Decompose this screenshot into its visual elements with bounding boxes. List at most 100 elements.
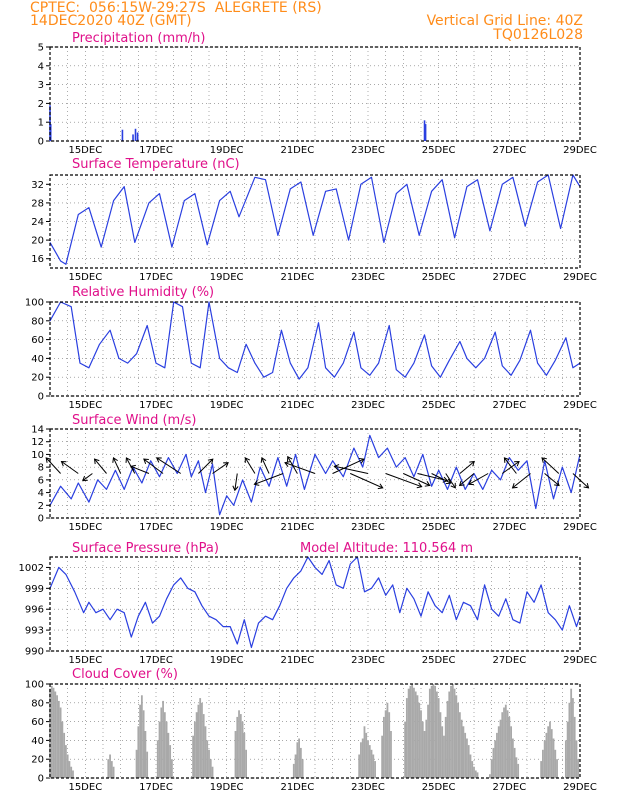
precip-xtick-label: 23DEC	[351, 145, 385, 156]
wind-xtick-label: 21DEC	[280, 522, 314, 533]
cloud-bar	[243, 732, 246, 778]
wind-ytick-label: 8	[38, 463, 44, 474]
cloud-bar	[358, 754, 361, 778]
cloud-bar	[549, 721, 551, 778]
cloud-bar	[434, 685, 437, 778]
cloud-bar	[365, 732, 368, 778]
cloud-bar	[473, 766, 475, 778]
cloud-bar	[439, 712, 442, 778]
cloud-bar	[238, 710, 240, 778]
cloud-bar	[234, 731, 237, 778]
wind-vector	[45, 457, 61, 474]
cloud-bar	[497, 726, 500, 778]
cloud-bar	[458, 712, 461, 778]
cloud-bar	[575, 740, 578, 778]
wind-vector	[234, 473, 238, 491]
humidity-ytick-label: 80	[31, 316, 44, 327]
cloud-bar	[296, 742, 299, 778]
wind-xtick-label: 25DEC	[422, 522, 456, 533]
wind-xtick-label: 27DEC	[492, 522, 526, 533]
cloud-bar	[66, 754, 69, 778]
run-date-header: 14DEC2020 40Z (GMT)	[30, 13, 192, 29]
wind-vector-head	[143, 458, 149, 464]
cloud-bar	[110, 761, 113, 778]
pressure-ytick-label: 993	[25, 626, 44, 637]
wind-vector	[459, 473, 475, 486]
cloud-ytick-label: 100	[25, 680, 44, 691]
temperature-ytick-label: 24	[31, 217, 44, 228]
wind-vector	[403, 473, 430, 486]
temperature-frame	[49, 174, 581, 269]
wind-vector-head	[223, 462, 229, 468]
wind-vector	[459, 461, 475, 474]
cloud-bar	[511, 738, 514, 778]
cloud-panel: 0 20 40 60 80 100 Cloud Cover (%) 15DEC 17DEC 19D…	[25, 667, 597, 793]
cloud-bar	[564, 740, 567, 778]
humidity-frame	[49, 301, 581, 397]
cloud-bar	[165, 721, 168, 778]
precip-xtick-label: 29DEC	[563, 145, 597, 156]
wind-vector-head	[155, 457, 162, 463]
wind-ytick-label: 2	[38, 501, 44, 512]
temperature-ytick-label: 32	[31, 180, 44, 191]
wind-vector	[82, 473, 93, 482]
wind-vector	[350, 473, 383, 489]
humidity-xtick-label: 27DEC	[492, 400, 526, 411]
cloud-bar	[374, 761, 376, 778]
cloud-bar	[372, 754, 375, 778]
precip-bar	[424, 124, 427, 141]
wind-line	[49, 434, 581, 516]
cloud-xtick-label: 29DEC	[563, 782, 597, 793]
wind-vector	[254, 473, 284, 485]
cloud-bar	[388, 712, 391, 778]
pressure-xtick-label: 15DEC	[68, 655, 102, 666]
pressure-frame	[49, 556, 581, 652]
cloud-bar	[443, 735, 445, 778]
cloud-bar	[298, 738, 300, 778]
cloud-bar	[142, 710, 145, 778]
cloud-bar	[107, 759, 110, 778]
cloud-bar	[292, 763, 295, 778]
cloud-bar	[425, 719, 428, 778]
precip-bar	[136, 132, 139, 141]
wind-vector-head	[442, 476, 449, 483]
cloud-bar	[50, 685, 53, 778]
precip-bar	[134, 128, 137, 141]
cloud-bar	[552, 738, 555, 778]
cloud-bar	[367, 740, 369, 778]
wind-vector-head	[458, 480, 465, 487]
cloud-bar	[201, 702, 203, 778]
temperature-ytick-label: 16	[31, 254, 44, 265]
cloud-bar	[405, 698, 408, 778]
cloud-xtick-label: 17DEC	[139, 782, 173, 793]
wind-vector-head	[112, 457, 118, 463]
cloud-bar	[361, 738, 364, 778]
cloud-bar	[49, 688, 51, 778]
cloud-bar	[503, 707, 505, 778]
cloud-bar	[547, 726, 550, 778]
wind-vector	[445, 473, 456, 489]
cloud-bar	[572, 698, 574, 778]
temperature-xtick-label: 15DEC	[68, 272, 102, 283]
cloud-bar	[457, 702, 459, 778]
cloud-bar	[566, 721, 569, 778]
cloud-bar	[411, 684, 414, 778]
cloud-bar	[202, 714, 205, 778]
wind-vector-head	[207, 458, 214, 465]
cloud-bar	[517, 763, 520, 778]
wind-vector-head	[125, 457, 132, 463]
wind-xtick-label: 15DEC	[68, 522, 102, 533]
pressure-xtick-label: 17DEC	[139, 655, 173, 666]
humidity-panel: 0 20 40 60 80 100 Relative Humidity (%) 15DEC 17…	[25, 285, 597, 411]
cloud-bar	[135, 749, 138, 778]
temperature-xtick-label: 27DEC	[492, 272, 526, 283]
precip-ytick-label: 4	[38, 61, 44, 72]
cloud-bar	[360, 742, 362, 778]
humidity-title: Relative Humidity (%)	[72, 285, 214, 300]
cloud-bar	[363, 726, 366, 778]
cloud-bar	[409, 685, 412, 778]
cloud-bar	[65, 745, 67, 778]
cloud-title: Cloud Cover (%)	[72, 667, 178, 682]
humidity-ytick-label: 0	[38, 392, 44, 403]
wind-vector-head	[416, 482, 423, 489]
